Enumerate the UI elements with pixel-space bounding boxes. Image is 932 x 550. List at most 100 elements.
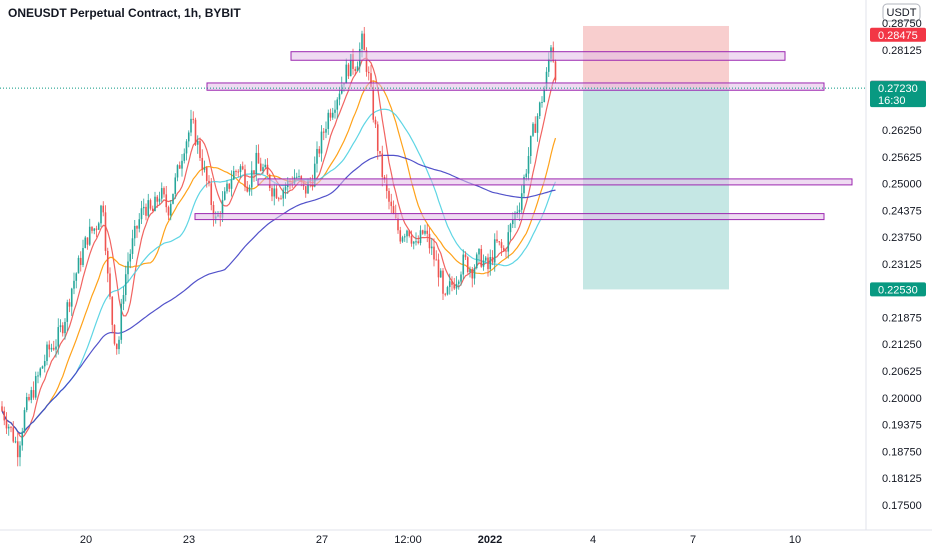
candle-body [246,186,249,192]
candle-body [77,257,80,274]
candle-body [435,259,438,261]
candle-body [500,242,503,248]
candle-body [46,344,48,362]
candle-body [147,200,150,216]
candle-body [493,239,496,263]
chart-title: ONEUSDT Perpetual Contract, 1h, BYBIT [8,6,241,20]
candle-body [66,302,69,322]
candle-body [156,196,159,202]
candle-body [430,246,433,249]
candle-body [527,155,530,174]
candle-body [136,225,138,229]
candle-body [122,295,125,304]
candle-body [406,230,408,237]
candle-body [372,86,375,120]
candle-body [5,420,8,429]
candle-body [149,200,152,209]
candle-body [194,119,197,145]
candle-body [347,64,350,77]
candle-body [120,303,123,340]
candle-body [318,148,321,154]
candle-body [82,247,84,265]
candle-body [502,247,505,251]
candle-body [419,230,422,244]
candle-body [253,170,255,174]
candle-body [408,230,411,237]
candle-body [538,102,541,117]
y-tick-label: 0.26250 [882,125,922,137]
candle-body [91,226,93,231]
candle-body [165,194,168,208]
candle-body [39,368,42,376]
candle-body [313,163,316,187]
candle-body [223,191,226,200]
candle-body [68,302,71,307]
candle-body [50,347,53,350]
candle-body [392,206,395,215]
candle-body [3,410,6,421]
y-tick-label: 0.28125 [882,45,922,57]
price-tag [870,282,926,297]
candle-body [277,198,280,200]
candle-body [334,109,336,113]
price-tag-value: 0.27230 [878,83,918,95]
candle-body [192,118,195,120]
candle-body [169,203,172,216]
candle-body [388,190,390,202]
price-tag [870,27,926,42]
x-tick-label: 10 [789,534,801,546]
candle-body [93,228,96,231]
candle-body [244,169,246,187]
candle-body [469,269,471,272]
candle-body [70,288,73,307]
candle-body [34,376,37,398]
candle-body [354,68,357,72]
candle-body [415,241,417,243]
candle-body [482,260,485,267]
candle-body [129,253,132,262]
candle-body [264,164,267,168]
candle-body [417,241,420,244]
candle-body [534,123,537,133]
candle-body [464,254,467,258]
candle-body [259,163,262,171]
resistance-zone[interactable] [194,213,825,221]
candle-body [507,232,510,252]
candle-body [412,241,415,244]
currency-label: USDT [887,7,917,19]
candle-body [239,166,242,173]
candle-body [86,237,89,245]
candle-body [255,152,258,174]
candle-body [322,131,325,133]
candle-body [203,167,206,170]
y-tick-label: 0.20625 [882,366,922,378]
candle-body [30,390,33,400]
candle-body [554,61,557,81]
candle-body [484,257,487,261]
candle-body [25,396,28,411]
currency-button[interactable] [882,3,921,22]
candle-body [525,173,528,177]
x-tick-label: 27 [316,534,328,546]
candle-body [367,71,370,74]
candle-body [520,193,523,210]
candle-body [208,180,210,184]
candle-body [462,254,465,275]
candle-body [178,165,181,169]
candle-body [235,170,237,172]
candle-body [14,441,17,443]
candle-body [158,198,161,202]
x-tick-label: 20 [80,534,92,546]
candle-body [113,324,116,344]
candle-body [237,171,240,173]
take-profit-zone[interactable] [583,88,729,290]
resistance-zone[interactable] [257,178,853,186]
ema-mid-line [1,80,557,434]
candle-body [19,445,21,458]
resistance-zone[interactable] [206,82,825,91]
candle-body [145,206,147,216]
candle-body [437,259,440,278]
candle-body [28,396,30,400]
resistance-zone[interactable] [290,51,786,61]
